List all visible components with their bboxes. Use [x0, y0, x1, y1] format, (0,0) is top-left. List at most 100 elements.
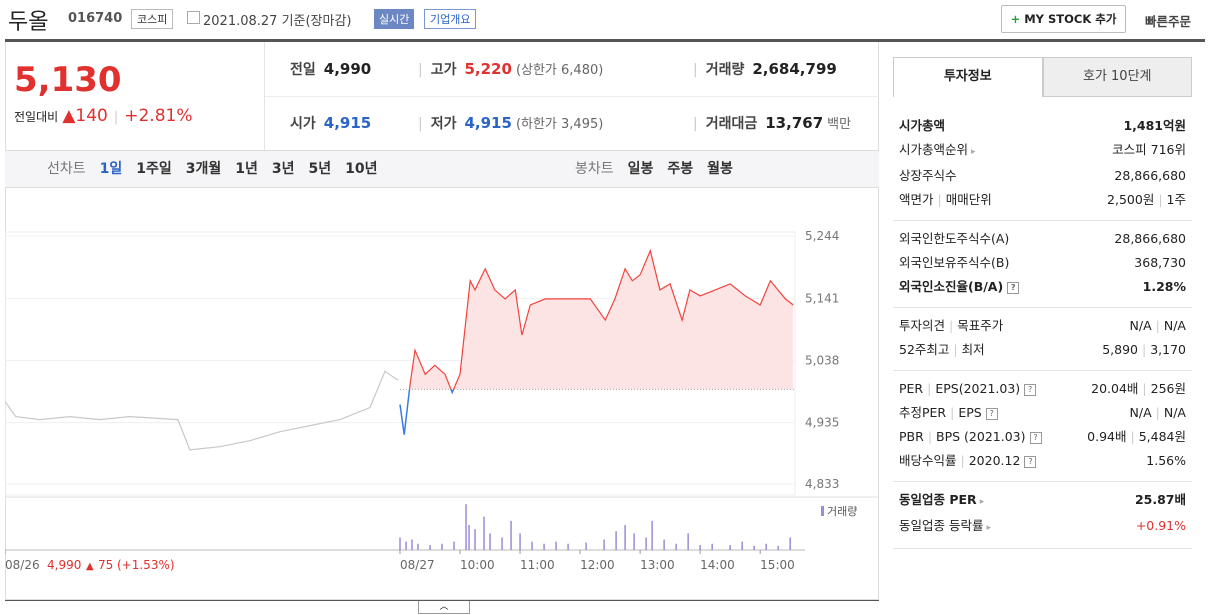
info-row: 액면가 | 매매단위 2,500원 | 1주	[899, 188, 1186, 212]
volume-bar	[729, 545, 731, 550]
prev-close: 4,990	[47, 558, 81, 572]
help-icon[interactable]: ?	[1024, 455, 1037, 468]
row-labels: 외국인한도주식수(A)	[899, 231, 1009, 247]
row-labels: 상장주식수	[899, 168, 957, 184]
period-tab[interactable]: 월봉	[707, 161, 733, 177]
volume-bar	[510, 520, 512, 550]
period-tab[interactable]: 1주일	[136, 161, 172, 177]
row-labels: 동일업종 PER ▸	[899, 492, 984, 510]
help-icon[interactable]: ?	[1024, 383, 1037, 396]
period-tab[interactable]: 10년	[345, 161, 378, 177]
change: 140	[75, 106, 108, 126]
volume-bar	[474, 529, 476, 550]
row-label: EPS(2021.03)	[935, 381, 1021, 396]
x-tick-label: 11:00	[520, 558, 555, 572]
row-labels: 시가총액순위 ▸	[899, 142, 976, 160]
row-labels: 추정PER | EPS?	[899, 405, 998, 421]
quote-item: | 거래량 2,684,799	[693, 59, 837, 79]
row-values: N/A | N/A	[1130, 318, 1186, 334]
period-tab[interactable]: 5년	[308, 161, 332, 177]
x-tick-label: 08/26	[5, 558, 40, 572]
item-label: 고가	[430, 62, 457, 78]
top-rule	[5, 39, 1205, 42]
period-tab[interactable]: 1년	[235, 161, 258, 177]
row-labels: 외국인소진율(B/A)?	[899, 279, 1020, 295]
help-icon[interactable]: ?	[1007, 281, 1020, 294]
x-tick-label: 08/27	[400, 558, 435, 572]
volume-bar	[645, 537, 647, 550]
row-label: 외국인소진율(B/A)	[899, 279, 1004, 294]
row-label: 추정PER	[899, 405, 947, 420]
volume-bar	[399, 537, 401, 550]
volume-bar	[429, 545, 431, 550]
help-icon[interactable]: ?	[1029, 431, 1042, 444]
period-tab[interactable]: 3년	[271, 161, 295, 177]
company-button[interactable]: 기업개요	[424, 9, 477, 29]
link-arrow: ▸	[971, 147, 976, 157]
quote-item: | 고가 5,220 (상한가 6,480)	[418, 59, 603, 79]
row-value: 28,866,680	[1114, 231, 1186, 246]
row-label: 동일업종 PER	[899, 492, 977, 507]
info-section: 시가총액 1,481억원 시가총액순위 ▸ 코스피 716위 상장주식수 28,866,68…	[893, 108, 1192, 221]
volume-bar	[468, 525, 470, 550]
row-value: 28,866,680	[1114, 168, 1186, 183]
x-tick-label: 13:00	[640, 558, 675, 572]
volume-bar	[789, 537, 791, 550]
y-tick-label: 4,935	[805, 416, 839, 430]
row-label: 외국인한도주식수(A)	[899, 231, 1010, 246]
tab-label: 선차트	[47, 161, 86, 177]
separator: |	[418, 62, 423, 78]
row-label: 액면가	[899, 192, 934, 207]
divider	[265, 96, 879, 97]
row-values: +0.91%	[1136, 518, 1186, 536]
row-values: 20.04배 | 256원	[1091, 381, 1186, 397]
info-row: 추정PER | EPS? N/A | N/A	[899, 401, 1186, 425]
row-value: 1,481억원	[1123, 118, 1186, 133]
row-values: 1,481억원	[1123, 118, 1186, 134]
info-section: 동일업종 PER ▸ 25.87배 동일업종 등락률 ▸ +0.91%	[893, 482, 1192, 549]
quote-item: | 거래대금 13,767 백만	[693, 113, 851, 133]
period-tab[interactable]: 3개월	[185, 161, 222, 177]
item-value: 4,915	[323, 114, 372, 132]
realtime-badge[interactable]: 실시간	[374, 9, 415, 29]
prev-line	[5, 370, 399, 451]
my-stock-button[interactable]: + MY STOCK 추가	[1001, 5, 1126, 33]
toggle-button[interactable]: ︿	[418, 601, 470, 614]
row-labels: PBR | BPS (2021.03)?	[899, 429, 1042, 445]
help-icon[interactable]: ?	[985, 407, 998, 420]
separator: |	[960, 453, 965, 468]
period-tab[interactable]: 주봉	[667, 161, 694, 177]
side-panel: 투자정보 호가 10단계 시가총액 1,481억원 시가총액순위 ▸ 코스피 716위 상장…	[880, 42, 1205, 615]
item-value: 4,915	[464, 114, 512, 132]
price-line-up	[408, 248, 794, 390]
item-value: 4,990	[323, 60, 372, 78]
row-value: 1.56%	[1146, 453, 1186, 468]
volume-bar	[633, 533, 635, 550]
quick-order[interactable]: 빠른주문	[1145, 14, 1192, 29]
period-tab[interactable]: 일봉	[627, 161, 654, 177]
info-row: PBR | BPS (2021.03)? 0.94배 | 5,484원	[899, 425, 1186, 449]
legend-swatch	[821, 506, 824, 516]
separator: |	[937, 192, 942, 207]
row-label: 목표주가	[957, 318, 1004, 333]
chart: 4,833 4,935 5,038 5,141 5,244 08/26 08/27 10:00…	[5, 229, 879, 572]
side-tab[interactable]: 투자정보	[893, 57, 1043, 97]
stock-name: 두올	[8, 10, 49, 35]
prev-change: 75	[98, 558, 113, 572]
row-value: 5,484원	[1138, 429, 1186, 444]
row-label: PER	[899, 381, 924, 396]
row-label: PBR	[899, 429, 924, 444]
side-tab[interactable]: 호가 10단계	[1042, 57, 1192, 97]
volume-bar	[567, 543, 569, 550]
link-arrow: ▸	[979, 497, 985, 507]
period-tab[interactable]: 1일	[99, 161, 123, 177]
row-values: 1.28%	[1143, 279, 1186, 295]
side-info: 시가총액 1,481억원 시가총액순위 ▸ 코스피 716위 상장주식수 28,866,68…	[893, 108, 1192, 549]
volume-bar	[483, 516, 485, 550]
item-note: (상한가 6,480)	[515, 63, 604, 78]
row-label: 매매단위	[945, 192, 992, 207]
change-row: 전일대비 ▲140 | +2.81%	[14, 106, 193, 126]
row-labels: 투자의견 | 목표주가	[899, 318, 1003, 334]
y-tick-label: 4,833	[805, 477, 839, 491]
quote-item: 전일 4,990	[290, 59, 371, 79]
